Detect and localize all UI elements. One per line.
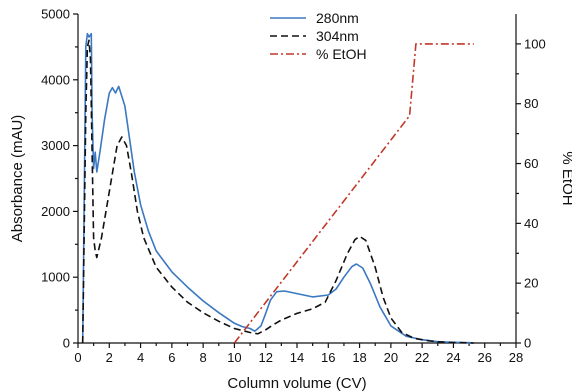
y-left-tick-label: 2000 xyxy=(41,204,70,219)
legend-label-2: 304nm xyxy=(316,28,359,44)
x-tick-label: 2 xyxy=(106,350,113,365)
series-line-2 xyxy=(81,39,474,344)
axes: 0 2 4 6 8 10 12 14 16 18 20 22 24 26 28010002000300040… xyxy=(41,7,546,366)
y-axis-left-title: Absorbance (mAU) xyxy=(9,115,26,243)
y-left-tick-label: 3000 xyxy=(41,138,70,153)
x-tick-label: 16 xyxy=(321,350,335,365)
x-tick-label: 28 xyxy=(509,350,523,365)
x-tick-label: 22 xyxy=(415,350,429,365)
y-right-tick-label: 80 xyxy=(524,96,538,111)
y-axis-right-title: % EtOH xyxy=(559,151,572,205)
legend-label-3: % EtOH xyxy=(316,46,367,62)
x-tick-label: 10 xyxy=(227,350,241,365)
x-tick-label: 6 xyxy=(168,350,175,365)
x-axis-title: Column volume (CV) xyxy=(227,375,366,392)
y-left-tick-label: 0 xyxy=(63,336,70,351)
series-line-1 xyxy=(81,32,474,344)
y-right-tick-label: 40 xyxy=(524,216,538,231)
x-tick-label: 14 xyxy=(290,350,304,365)
x-tick-label: 8 xyxy=(200,350,207,365)
x-tick-label: 24 xyxy=(446,350,460,365)
series-line-3 xyxy=(233,43,474,344)
x-tick-label: 0 xyxy=(74,350,81,365)
y-left-tick-label: 1000 xyxy=(41,270,70,285)
series-layer xyxy=(81,32,474,344)
y-left-tick-label: 4000 xyxy=(41,72,70,87)
y-right-tick-label: 0 xyxy=(524,336,531,351)
x-tick-label: 12 xyxy=(258,350,272,365)
x-tick-label: 20 xyxy=(384,350,398,365)
y-right-tick-label: 100 xyxy=(524,36,546,51)
x-tick-label: 26 xyxy=(477,350,491,365)
legend-label-1: 280nm xyxy=(316,10,359,26)
y-left-tick-label: 5000 xyxy=(41,7,70,22)
x-tick-label: 18 xyxy=(352,350,366,365)
x-tick-label: 4 xyxy=(137,350,144,365)
y-right-tick-label: 60 xyxy=(524,156,538,171)
y-right-tick-label: 20 xyxy=(524,276,538,291)
legend: 280nm 304nm % EtOH xyxy=(270,10,367,62)
